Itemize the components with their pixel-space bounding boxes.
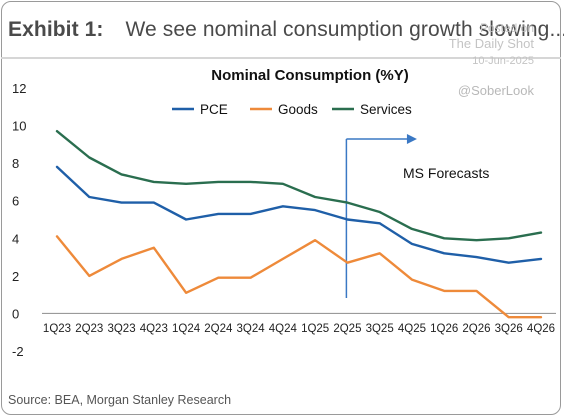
x-tick-label: 1Q23 bbox=[43, 323, 71, 335]
x-tick-label: 3Q24 bbox=[237, 323, 266, 335]
x-tick-label: 2Q23 bbox=[75, 323, 103, 335]
x-tick-label: 2Q25 bbox=[333, 323, 361, 335]
x-tick-label: 3Q25 bbox=[366, 323, 394, 335]
exhibit-header: Exhibit 1: We see nominal consumption gro… bbox=[8, 18, 564, 42]
x-tick-label: 1Q26 bbox=[430, 323, 458, 335]
source-note: Source: BEA, Morgan Stanley Research bbox=[8, 393, 232, 407]
chart-title: Nominal Consumption (%Y) bbox=[211, 67, 409, 84]
watermark-site: The Daily Shot bbox=[448, 36, 534, 51]
y-tick-label: 10 bbox=[12, 119, 26, 134]
x-tick-label: 3Q26 bbox=[495, 323, 523, 335]
y-tick-label: 12 bbox=[12, 81, 26, 96]
exhibit-headline: We see nominal consumption growth slowin… bbox=[125, 18, 564, 41]
x-tick-label: 4Q26 bbox=[527, 323, 555, 335]
x-tick-label: 4Q25 bbox=[398, 323, 426, 335]
forecast-annotation: MS Forecasts bbox=[345, 134, 489, 298]
watermark-handle: @SoberLook bbox=[457, 83, 534, 98]
x-tick-label: 2Q26 bbox=[462, 323, 490, 335]
x-tick-label: 1Q24 bbox=[172, 323, 201, 335]
exhibit-label: Exhibit 1: bbox=[8, 18, 104, 41]
y-tick-label: 8 bbox=[12, 156, 19, 171]
series-line-pce bbox=[55, 165, 543, 264]
series-lines bbox=[55, 129, 543, 319]
x-tick-label: 4Q24 bbox=[269, 323, 298, 335]
header-divider bbox=[1, 57, 561, 59]
y-axis: -2 0 2 4 6 8 10 12 bbox=[12, 81, 26, 359]
watermark-posted-on: Posted on bbox=[479, 21, 534, 35]
legend-label-goods: Goods bbox=[278, 102, 318, 117]
y-tick-label: 4 bbox=[12, 231, 19, 246]
x-axis: 1Q23 2Q23 3Q23 4Q23 1Q24 2Q24 3Q24 4Q24 1Q25 2Q25… bbox=[42, 312, 556, 335]
y-tick-label: 6 bbox=[12, 194, 19, 209]
forecast-label: MS Forecasts bbox=[403, 165, 489, 181]
watermark-date: 10-Jun-2025 bbox=[472, 55, 534, 67]
x-tick-label: 2Q24 bbox=[204, 323, 233, 335]
series-line-goods bbox=[55, 235, 543, 319]
chart-legend: PCE Goods Services bbox=[172, 102, 412, 117]
legend-label-services: Services bbox=[360, 102, 412, 117]
x-tick-label: 4Q23 bbox=[140, 323, 168, 335]
x-tick-label: 1Q25 bbox=[301, 323, 329, 335]
legend-label-pce: PCE bbox=[200, 102, 228, 117]
series-line-services bbox=[55, 129, 543, 242]
y-tick-label: -2 bbox=[12, 344, 24, 359]
x-tick-label: 3Q23 bbox=[107, 323, 135, 335]
y-tick-label: 0 bbox=[12, 306, 19, 321]
y-tick-label: 2 bbox=[12, 269, 19, 284]
forecast-arrow-head bbox=[406, 134, 417, 144]
